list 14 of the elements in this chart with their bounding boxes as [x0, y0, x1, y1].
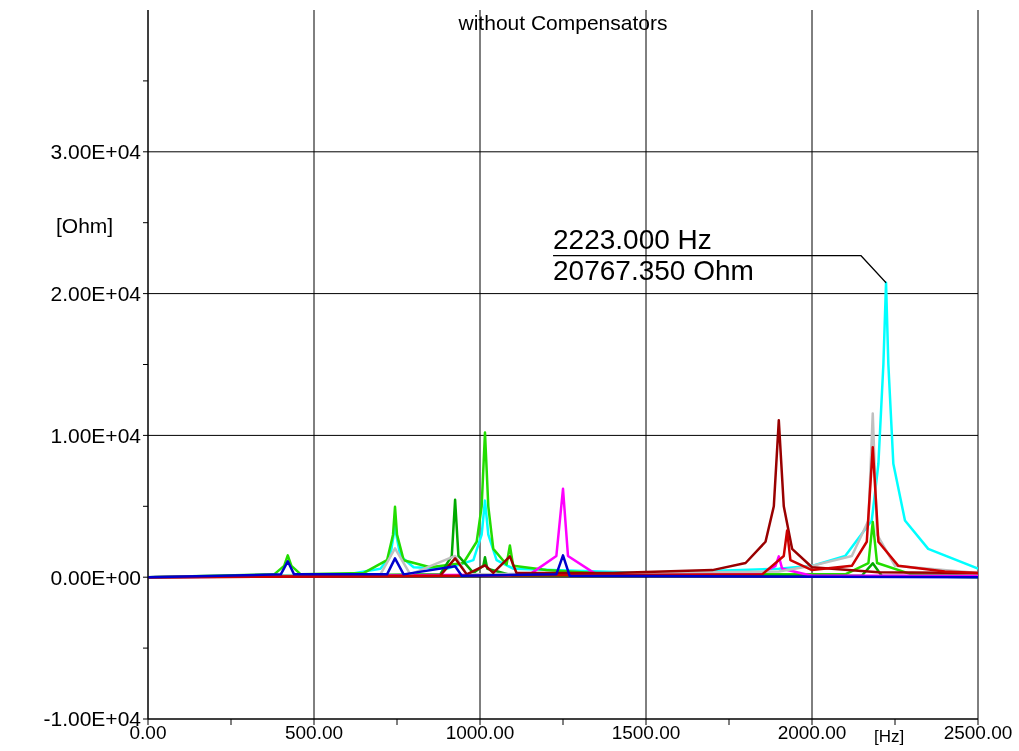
- x-tick-label: 1500.00: [611, 722, 681, 744]
- y-tick-label: 0.00E+00: [50, 565, 141, 589]
- annotation: 20767.350 Ohm: [553, 254, 754, 286]
- y-tick-label: 2.00E+04: [50, 282, 142, 306]
- y-axis-title: [Ohm]: [56, 214, 114, 238]
- x-tick-label: 2500.00: [943, 722, 1013, 744]
- chart-title: without Compensators: [457, 11, 669, 35]
- x-tick-label: 1000.00: [445, 722, 515, 744]
- x-axis-title: [Hz]: [874, 727, 905, 747]
- annotation: 2223.000 Hz: [553, 223, 712, 255]
- x-tick-label: 2000.00: [777, 722, 847, 744]
- x-tick-label: 500.00: [284, 722, 344, 744]
- y-tick-label: 3.00E+04: [50, 140, 142, 164]
- y-tick-label: 1.00E+04: [50, 423, 142, 447]
